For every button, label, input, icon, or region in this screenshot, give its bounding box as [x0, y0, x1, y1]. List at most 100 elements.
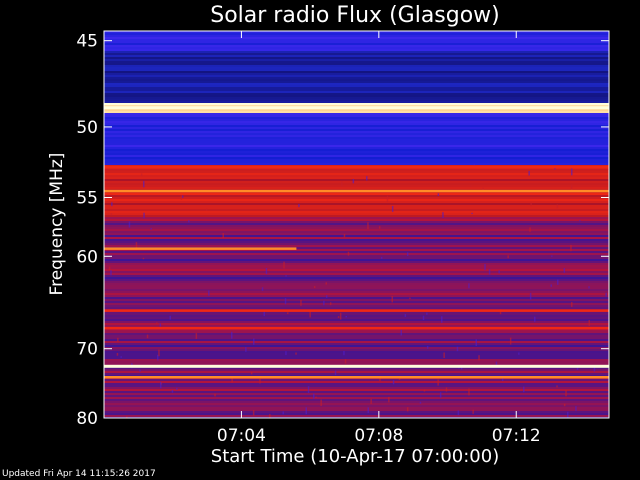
noise-speck [391, 206, 394, 212]
spectrum-row [104, 245, 609, 247]
spectrum-row [104, 215, 609, 217]
spectrum-row [104, 251, 609, 253]
noise-speck [571, 302, 573, 307]
spectrum-row [104, 263, 609, 265]
spectrum-row [104, 209, 609, 211]
spectrum-row [104, 81, 609, 83]
noise-speck [529, 227, 531, 232]
spectrum-row [104, 105, 609, 107]
spectrum-row [104, 367, 609, 369]
noise-speck [158, 349, 160, 357]
spectrum-row [104, 169, 609, 171]
noise-speck [140, 173, 143, 177]
noise-speck [320, 399, 322, 406]
spectrum-row [104, 73, 609, 75]
noise-speck [366, 176, 368, 181]
noise-speck [231, 331, 233, 339]
noise-speck [404, 314, 407, 317]
spectrum-row [104, 109, 609, 111]
spectrum-row [104, 45, 609, 47]
noise-speck [565, 390, 567, 397]
noise-speck [576, 367, 579, 370]
spectrum-row [104, 355, 609, 357]
noise-speck [188, 220, 190, 223]
noise-speck [529, 292, 532, 300]
noise-speck [386, 195, 389, 203]
spectrum-row [104, 311, 609, 313]
noise-speck [498, 270, 500, 274]
noise-speck [367, 407, 369, 414]
noise-speck [579, 220, 581, 222]
noise-speck [269, 414, 271, 418]
spectrum-row [104, 49, 609, 51]
noise-speck [300, 299, 302, 306]
noise-speck [588, 320, 590, 326]
spectrum-row [104, 183, 609, 185]
noise-speck [253, 338, 255, 345]
spectrum-row [104, 131, 609, 133]
noise-speck [426, 312, 428, 315]
spectrum-row [104, 297, 609, 299]
spectrum-row [104, 385, 609, 387]
spectrum-row [104, 113, 609, 115]
spectrum-row [104, 281, 609, 283]
spectrum-row [104, 149, 609, 151]
noise-speck [370, 398, 372, 404]
noise-speck [305, 407, 307, 415]
noise-speck [126, 416, 128, 418]
noise-speck [570, 184, 573, 190]
noise-speck [557, 279, 559, 285]
noise-speck [380, 256, 383, 259]
noise-speck [419, 401, 422, 404]
spectrum-row [104, 361, 609, 363]
updated-timestamp: Updated Fri Apr 14 11:15:26 2017 [2, 469, 156, 479]
spectrum-row [104, 59, 609, 61]
spectrum-row [104, 247, 609, 249]
spectrum-row [104, 167, 609, 169]
spectrum-row [104, 213, 609, 215]
y-tick-label: 50 [76, 118, 98, 138]
noise-speck [108, 266, 111, 271]
y-axis-label: Frequency [MHz] [47, 153, 67, 296]
noise-speck [457, 410, 460, 416]
spectrum-row [104, 69, 609, 71]
noise-speck [551, 255, 553, 257]
spectrum-row [104, 287, 609, 289]
emission-line [104, 106, 609, 110]
spectrum-row [104, 71, 609, 73]
noise-speck [150, 228, 152, 230]
noise-speck [116, 353, 119, 356]
noise-speck [110, 270, 112, 276]
spectrum-row [104, 347, 609, 349]
spectrum-row [104, 119, 609, 121]
spectrum-row [104, 331, 609, 333]
spectrum-row [104, 201, 609, 203]
spectrum-row [104, 353, 609, 355]
noise-speck [285, 351, 287, 356]
spectrum-row [104, 91, 609, 93]
spectrum-row [104, 157, 609, 159]
emission-line [104, 165, 609, 168]
noise-speck [488, 269, 491, 275]
spectrum-row [104, 329, 609, 331]
spectrum-row [104, 159, 609, 161]
spectrum-row [104, 41, 609, 43]
noise-speck [250, 372, 253, 375]
spectrum-row [104, 65, 609, 67]
spectrum-row [104, 283, 609, 285]
noise-speck [110, 213, 113, 216]
spectrum-row [104, 111, 609, 113]
spectrum-row [104, 125, 609, 127]
spectrum-row [104, 315, 609, 317]
spectrum-row [104, 83, 609, 85]
noise-speck [156, 322, 158, 324]
spectrum-row [104, 203, 609, 205]
noise-speck [398, 378, 401, 380]
spectrum-row [104, 95, 609, 97]
noise-speck [120, 356, 122, 358]
noise-speck [195, 333, 198, 339]
spectrum-row [104, 85, 609, 87]
spectrum-row [104, 275, 609, 277]
spectrum-row [104, 181, 609, 183]
